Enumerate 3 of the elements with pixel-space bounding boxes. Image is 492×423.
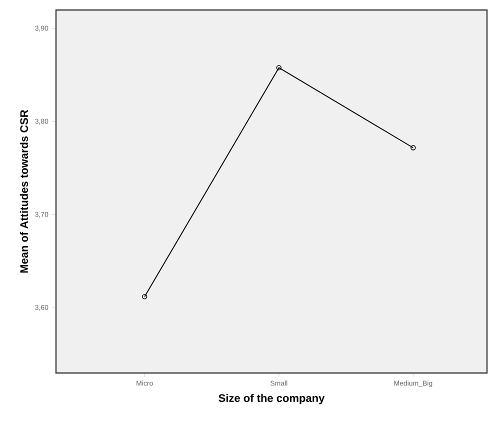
y-axis-title: Mean of Attitudes towards CSR bbox=[20, 110, 28, 273]
point bbox=[276, 65, 282, 70]
x-axis-title: Size of the company bbox=[218, 394, 325, 404]
